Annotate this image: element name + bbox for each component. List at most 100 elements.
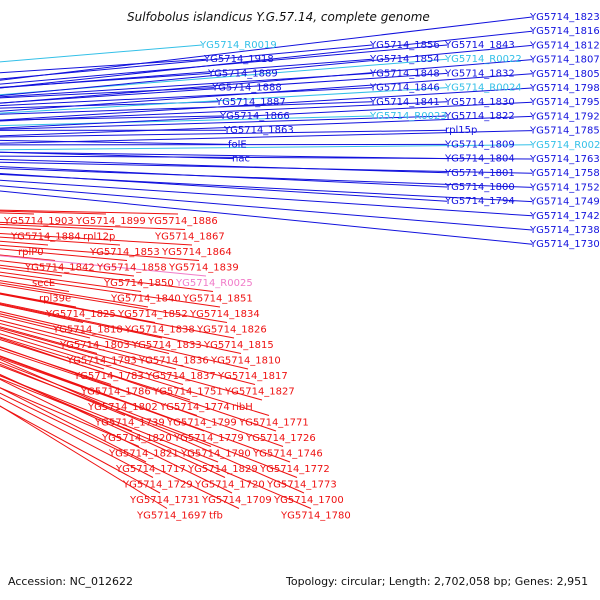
leader-r-24 — [0, 315, 91, 339]
gene-label-r-51: YG5714_1729 — [122, 480, 193, 491]
leader-f-32 — [0, 87, 533, 121]
gene-label-r-7: YG5714_1853 — [89, 247, 160, 258]
map-title: Sulfobolus islandicus Y.G.57.14, complet… — [127, 10, 430, 24]
leader-f-24 — [0, 158, 448, 174]
leader-f-9 — [0, 44, 373, 80]
gene-label-f-4: YG5714_1887 — [215, 97, 286, 108]
gene-label-r-22: YG5714_1838 — [124, 325, 195, 336]
leader-r-23 — [0, 284, 228, 323]
leader-f-27 — [0, 16, 533, 81]
gene-label-r-42: YG5714_1820 — [101, 433, 172, 444]
leader-f-10 — [0, 58, 373, 89]
gene-label-r-43: YG5714_1779 — [173, 433, 244, 444]
gene-label-r-55: YG5714_1709 — [201, 495, 272, 506]
leader-f-17 — [0, 72, 448, 104]
leader-r-59 — [0, 374, 312, 509]
leader-f-16 — [0, 58, 448, 96]
gene-label-r-36: YG5714_1802 — [87, 402, 158, 413]
leader-f-22 — [0, 143, 448, 146]
gene-label-f-23: YG5714_1804 — [444, 154, 515, 165]
leader-r-43 — [0, 356, 205, 432]
gene-label-r-48: YG5714_1717 — [115, 464, 186, 475]
leader-f-40 — [0, 173, 533, 203]
gene-label-f-24: YG5714_1801 — [444, 168, 515, 179]
gene-labels: YG5714_R0019 YG5714_1918 YG5714_1889 YG5714… — [3, 12, 600, 522]
leader-r-48 — [0, 387, 147, 463]
gene-label-r-6: rplP0 — [18, 247, 44, 258]
gene-label-r-14: YG5714_R0025 — [175, 278, 253, 289]
gene-label-f-43: YG5714_1730 — [529, 239, 600, 250]
gene-label-r-13: YG5714_1850 — [103, 278, 174, 289]
leader-r-40 — [0, 348, 198, 416]
leader-r-8 — [0, 232, 193, 246]
gene-label-f-28: YG5714_1816 — [529, 26, 600, 37]
leader-f-4 — [0, 101, 219, 109]
leader-f-37 — [0, 155, 533, 160]
gene-label-f-33: YG5714_1795 — [529, 97, 600, 108]
gene-label-r-33: YG5714_1786 — [80, 387, 151, 398]
gene-label-r-16: YG5714_1840 — [110, 294, 181, 305]
leader-f-18 — [0, 87, 448, 114]
gene-label-r-28: YG5714_1836 — [138, 356, 209, 367]
gene-label-r-46: YG5714_1790 — [180, 449, 251, 460]
leader-r-38 — [0, 327, 263, 401]
leader-f-0 — [0, 44, 203, 63]
gene-label-f-1: YG5714_1918 — [203, 54, 274, 65]
label-leader-lines — [0, 16, 533, 509]
leader-f-7 — [0, 139, 231, 145]
leader-f-30 — [0, 59, 533, 104]
leader-r-56 — [0, 358, 305, 494]
gene-label-f-29: YG5714_1812 — [529, 40, 600, 51]
gene-label-r-9: YG5714_1842 — [24, 263, 95, 274]
gene-label-r-26: YG5714_1815 — [203, 340, 274, 351]
leader-f-28 — [0, 30, 533, 89]
gene-label-r-4: rpl12p — [83, 232, 115, 243]
leader-f-14 — [0, 115, 373, 127]
gene-label-r-57: YG5714_1697 — [136, 511, 207, 522]
gene-label-r-47: YG5714_1746 — [252, 449, 323, 460]
leader-r-13 — [0, 260, 135, 277]
leader-r-21 — [0, 304, 84, 323]
gene-label-r-52: YG5714_1720 — [194, 480, 265, 491]
gene-label-r-30: YG5714_1783 — [73, 371, 144, 382]
gene-label-f-42: YG5714_1738 — [529, 225, 600, 236]
gene-label-r-21: YG5714_1818 — [52, 325, 123, 336]
gene-label-f-25: YG5714_1800 — [444, 182, 515, 193]
gene-label-f-5: YG5714_1866 — [219, 111, 290, 122]
leader-r-31 — [0, 322, 177, 370]
accession-text: Accession: NC_012622 — [8, 575, 133, 588]
leader-f-36 — [0, 144, 533, 151]
leader-r-42 — [0, 377, 133, 432]
gene-label-r-59: YG5714_1780 — [280, 511, 351, 522]
gene-label-r-24: YG5714_1803 — [59, 340, 130, 351]
gene-label-f-30: YG5714_1807 — [529, 55, 600, 66]
leader-r-55 — [0, 378, 233, 494]
gene-label-f-9: YG5714_1856 — [369, 40, 440, 51]
leader-r-44 — [0, 337, 277, 432]
leader-f-29 — [0, 44, 533, 97]
leader-r-22 — [0, 293, 156, 323]
gene-label-f-31: YG5714_1805 — [529, 69, 600, 80]
gene-label-r-41: YG5714_1771 — [238, 418, 309, 429]
gene-label-f-22: YG5714_1809 — [444, 139, 515, 150]
gene-label-f-8: nac — [232, 154, 250, 165]
gene-label-r-23: YG5714_1826 — [196, 325, 267, 336]
gene-label-f-13: YG5714_1841 — [369, 97, 440, 108]
gene-label-r-15: rpl39e — [39, 294, 71, 305]
leader-r-4 — [0, 223, 114, 230]
leader-r-27 — [0, 326, 98, 354]
leader-r-16 — [0, 271, 142, 292]
leader-r-1 — [0, 210, 107, 215]
gene-label-f-32: YG5714_1798 — [529, 83, 600, 94]
leader-r-5 — [0, 221, 186, 230]
gene-label-r-8: YG5714_1864 — [161, 247, 232, 258]
gene-label-r-1: YG5714_1899 — [75, 216, 146, 227]
leader-r-52 — [0, 373, 226, 478]
leader-r-11 — [0, 244, 200, 261]
leader-f-11 — [0, 72, 373, 98]
gene-label-f-38: YG5714_1758 — [529, 168, 600, 179]
gene-label-f-18: YG5714_R0024 — [444, 83, 522, 94]
gene-label-f-10: YG5714_1854 — [369, 54, 440, 65]
leader-r-49 — [0, 375, 219, 463]
leader-r-51 — [0, 397, 154, 478]
